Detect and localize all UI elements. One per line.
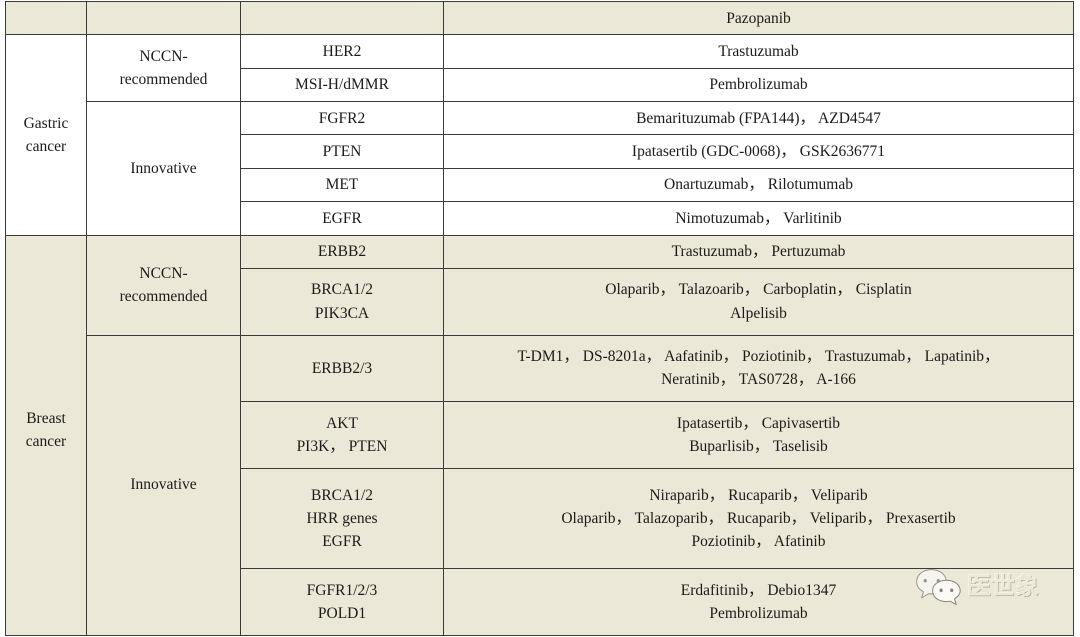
svg-text:医世象: 医世象: [967, 572, 1039, 600]
